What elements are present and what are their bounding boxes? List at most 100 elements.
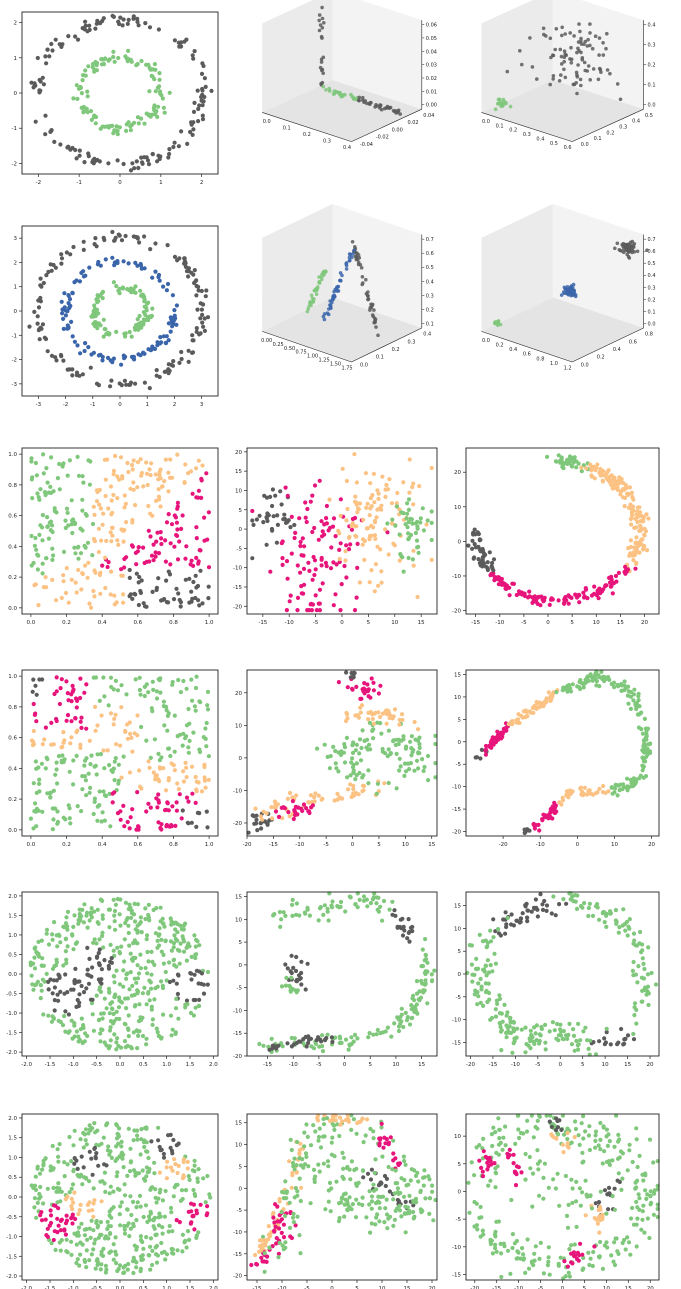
point-blue: [70, 291, 75, 296]
point-green: [114, 1174, 119, 1179]
point-green: [402, 761, 408, 766]
point-green: [48, 795, 53, 800]
point-green: [497, 996, 503, 1002]
point-green: [504, 1035, 509, 1040]
point-dark: [43, 113, 48, 118]
point-green: [28, 816, 33, 821]
point-dark: [44, 61, 49, 66]
point-green: [632, 1005, 637, 1010]
point-dark: [359, 266, 364, 270]
point-magenta: [494, 736, 499, 741]
point-green: [423, 971, 428, 977]
point-blue: [344, 263, 349, 268]
point-magenta: [333, 534, 338, 539]
point-green: [71, 947, 76, 952]
point-orange: [127, 770, 133, 775]
point-green: [144, 682, 149, 687]
point-green: [46, 942, 52, 947]
point-green: [341, 750, 346, 755]
point-orange: [363, 471, 368, 476]
point-green: [37, 781, 42, 787]
point-green: [284, 975, 289, 981]
point-green: [84, 1265, 89, 1270]
point-green: [392, 1021, 397, 1026]
point-green: [125, 971, 130, 976]
point-green: [597, 917, 602, 922]
point-dark: [136, 23, 141, 28]
point-green: [397, 532, 402, 537]
point-dark: [108, 384, 113, 389]
point-magenta: [128, 815, 133, 820]
point-magenta: [156, 798, 161, 803]
point-dark: [137, 574, 142, 580]
point-magenta: [537, 828, 542, 833]
point-dark: [197, 603, 202, 608]
point-magenta: [496, 582, 501, 587]
point-magenta: [169, 823, 174, 828]
point-magenta: [69, 692, 74, 697]
point-blue: [83, 341, 88, 346]
point-green: [136, 1029, 141, 1034]
x-tick-label: 0.4: [98, 620, 107, 626]
point-green: [84, 513, 89, 518]
point-dark: [167, 147, 172, 152]
point-green: [172, 1185, 177, 1190]
point-green: [417, 745, 422, 751]
point-green: [128, 907, 133, 912]
point-green: [29, 563, 34, 568]
point-green: [92, 306, 97, 311]
point-green: [122, 959, 127, 964]
point-dark: [178, 604, 183, 609]
point-dark: [192, 100, 197, 105]
point-blue: [164, 288, 169, 293]
point-blue: [61, 326, 66, 331]
point-dark: [167, 151, 172, 157]
point-orange: [644, 548, 650, 553]
point-green: [53, 772, 58, 777]
point-green: [351, 740, 356, 745]
y-tick-label: -20: [233, 821, 242, 827]
point-orange: [630, 553, 636, 558]
point-green: [585, 674, 590, 679]
point-green: [612, 786, 618, 791]
point-orange: [629, 522, 634, 527]
point-orange: [631, 558, 636, 563]
point-green: [141, 1246, 146, 1251]
point-green: [486, 970, 492, 975]
point-orange: [376, 491, 381, 496]
point-orange: [622, 504, 627, 509]
y-tick-label: 5: [458, 949, 462, 955]
point-green: [420, 981, 425, 986]
point-magenta: [299, 584, 304, 589]
point-green: [423, 978, 428, 983]
point-green: [632, 1013, 637, 1018]
point-dark: [128, 168, 134, 173]
point-magenta: [175, 557, 181, 562]
point-green: [497, 97, 502, 102]
point-orange: [61, 579, 66, 584]
z-tick-label: 0.7: [648, 237, 656, 243]
point-blue: [572, 288, 576, 293]
y-tick-label: 10: [235, 488, 242, 494]
point-magenta: [106, 560, 111, 565]
point-green: [318, 905, 323, 910]
point-dark: [618, 97, 623, 102]
point-green: [136, 121, 141, 126]
point-green: [614, 919, 619, 924]
x-tick-label: 0.2: [62, 842, 71, 848]
point-green: [559, 455, 564, 460]
points: [29, 452, 212, 610]
point-green: [289, 975, 294, 980]
point-green: [173, 920, 178, 925]
point-green: [339, 1040, 344, 1045]
point-magenta: [118, 817, 123, 822]
point-orange: [598, 466, 603, 472]
point-green: [583, 1025, 588, 1030]
point-dark: [132, 591, 137, 597]
point-magenta: [54, 718, 59, 724]
point-orange: [131, 480, 136, 485]
point-green: [309, 1044, 314, 1049]
point-green: [188, 1010, 194, 1016]
point-green: [511, 1028, 517, 1033]
